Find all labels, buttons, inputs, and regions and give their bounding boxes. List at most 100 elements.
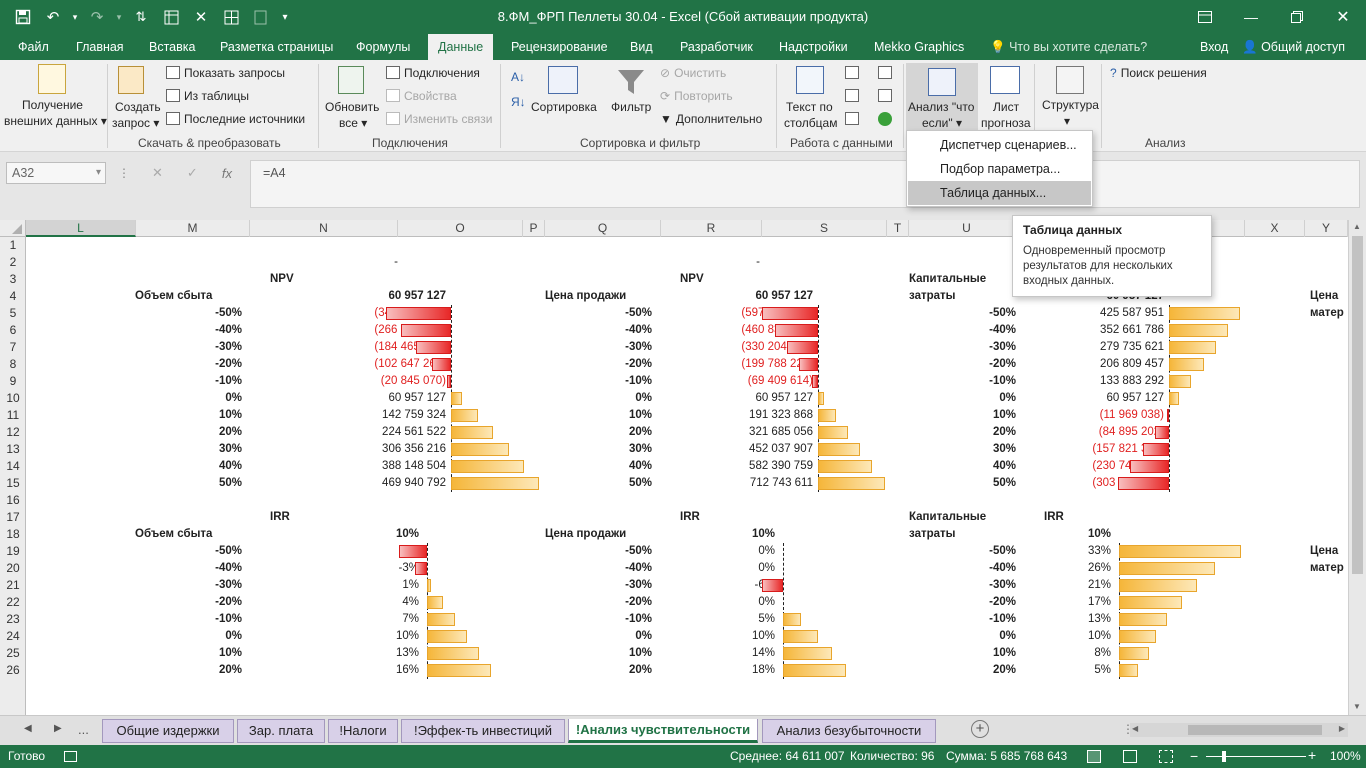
scroll-up-icon[interactable]: ▲	[1353, 222, 1361, 231]
sheet-tab-5[interactable]: Анализ безубыточности	[762, 719, 936, 743]
pct-label[interactable]: 50%	[628, 477, 652, 489]
variable-label[interactable]: Цена продажи	[545, 528, 627, 540]
npv-value[interactable]: 452 037 907	[749, 443, 813, 455]
undo-icon[interactable]: ↶	[46, 9, 60, 26]
npv-value[interactable]: 712 743 611	[749, 477, 813, 489]
irr-value[interactable]: 5%	[1094, 664, 1111, 676]
tab-10[interactable]: Mekko Graphics	[874, 40, 965, 54]
irr-title[interactable]: IRR	[680, 511, 700, 523]
row-header[interactable]: 8	[9, 357, 17, 371]
prev-sheet-icon[interactable]: ◀	[24, 723, 32, 734]
pct-label[interactable]: -10%	[989, 613, 1016, 625]
row-header[interactable]: 26	[6, 663, 20, 677]
pct-label[interactable]: 10%	[218, 647, 242, 659]
add-sheet-icon[interactable]: +	[971, 720, 989, 738]
variable-label[interactable]: Цена продажи	[545, 290, 627, 302]
row-header[interactable]: 7	[9, 340, 17, 354]
page-layout-view-icon[interactable]	[1123, 750, 1137, 763]
pct-label[interactable]: -10%	[625, 375, 652, 387]
row-header[interactable]: 15	[6, 476, 20, 490]
manage-data-model-icon[interactable]	[878, 112, 892, 126]
next-sheet-icon[interactable]: ▶	[54, 723, 62, 734]
save-icon[interactable]	[10, 5, 36, 29]
formula-input[interactable]: =A4	[250, 160, 1360, 208]
npv-value[interactable]: 133 883 292	[1100, 375, 1164, 387]
pct-label[interactable]: 20%	[628, 664, 652, 676]
tab-1[interactable]: Главная	[76, 40, 124, 54]
irr-value[interactable]: 13%	[395, 647, 419, 659]
pct-label[interactable]: -10%	[989, 375, 1016, 387]
npv-value[interactable]: (102 647 268)	[374, 358, 446, 370]
goal-seek-item[interactable]: Подбор параметра...	[940, 162, 1061, 176]
scenario-manager-item[interactable]: Диспетчер сценариев...	[940, 138, 1077, 152]
row-header[interactable]: 5	[9, 306, 17, 320]
npv-value[interactable]: 469 940 792	[382, 477, 446, 489]
pct-label[interactable]: 10%	[628, 647, 652, 659]
insert-function-icon[interactable]: fx	[221, 165, 232, 181]
column-header-p[interactable]: P	[523, 220, 545, 237]
npv-value[interactable]: 206 809 457	[1100, 358, 1164, 370]
irr-value[interactable]: 5%	[758, 613, 775, 625]
hscroll-thumb[interactable]	[1188, 725, 1322, 735]
pct-label[interactable]: -50%	[625, 307, 652, 319]
npv-value[interactable]: 142 759 324	[382, 409, 446, 421]
pct-label[interactable]: -40%	[625, 562, 652, 574]
show-queries-button[interactable]: Показать запросы	[166, 66, 285, 80]
irr-value[interactable]: 10%	[395, 630, 419, 642]
variable-label[interactable]: Капитальные	[909, 273, 987, 285]
variable-label[interactable]: Капитальные	[909, 511, 987, 523]
pct-label[interactable]: -30%	[625, 341, 652, 353]
pct-label[interactable]: 40%	[992, 460, 1016, 472]
dash-cell[interactable]: -	[394, 256, 398, 268]
pct-label[interactable]: 20%	[992, 664, 1016, 676]
irr-value[interactable]: 0%	[758, 596, 775, 608]
pct-label[interactable]: -30%	[215, 579, 242, 591]
doc-qat-icon[interactable]	[248, 5, 274, 29]
pct-label[interactable]: 20%	[628, 426, 652, 438]
pct-label[interactable]: 40%	[218, 460, 242, 472]
npv-title[interactable]: NPV	[270, 273, 294, 285]
ribbon-display-icon[interactable]	[1182, 0, 1228, 34]
sort-az-icon[interactable]: A↓	[511, 70, 526, 84]
pct-label[interactable]: -50%	[625, 545, 652, 557]
zoom-slider-thumb[interactable]	[1222, 751, 1226, 762]
macro-record-icon[interactable]	[64, 751, 77, 762]
npv-value[interactable]: 425 587 951	[1100, 307, 1164, 319]
page-break-view-icon[interactable]	[1159, 750, 1173, 763]
close-icon[interactable]: ✕	[1336, 9, 1350, 26]
solver-button[interactable]: ? Поиск решения	[1110, 66, 1207, 80]
irr-value[interactable]: -6%	[660, 577, 775, 594]
base-irr-value[interactable]: 10%	[1087, 528, 1111, 540]
sheet-tab-0[interactable]: Общие издержки	[102, 719, 234, 743]
pct-label[interactable]: -20%	[215, 358, 242, 370]
npv-title[interactable]: NPV	[680, 273, 704, 285]
advanced-filter-button[interactable]: ▼ Дополнительно	[660, 112, 763, 126]
irr-value[interactable]: 16%	[395, 664, 419, 676]
row-header[interactable]: 25	[6, 646, 20, 660]
tab-9[interactable]: Надстройки	[779, 40, 848, 54]
tab-4[interactable]: Формулы	[356, 40, 411, 54]
name-box-dropdown-icon[interactable]: ▾	[95, 167, 101, 178]
base-npv-value[interactable]: 60 957 127	[755, 290, 813, 302]
pct-label[interactable]: 0%	[999, 392, 1016, 404]
irr-value[interactable]: 18%	[751, 664, 775, 676]
pct-label[interactable]: -20%	[989, 358, 1016, 370]
sheet-tab-2[interactable]: !Налоги	[328, 719, 398, 743]
base-npv-value[interactable]: 60 957 127	[388, 290, 446, 302]
row-header[interactable]: 21	[6, 578, 20, 592]
tools-qat-icon[interactable]: ✕	[194, 9, 208, 26]
irr-value[interactable]: 10%	[751, 630, 775, 642]
sheet-tab-3[interactable]: !Эффек-ть инвестиций	[401, 719, 565, 743]
irr-value[interactable]: 17%	[1087, 596, 1111, 608]
irr-value[interactable]: 1%	[402, 579, 419, 591]
pct-label[interactable]: 40%	[628, 460, 652, 472]
name-box[interactable]: A32 ▾	[6, 162, 106, 184]
pct-label[interactable]: 0%	[225, 392, 242, 404]
npv-value[interactable]: (20 845 070)	[380, 375, 446, 387]
from-table-button[interactable]: Из таблицы	[166, 89, 249, 103]
cut-column-label-2[interactable]: матер	[1310, 562, 1344, 574]
clear-button[interactable]: ⊘ Очистить	[660, 66, 727, 80]
irr-value[interactable]: 0%	[758, 545, 775, 557]
pct-label[interactable]: -50%	[989, 307, 1016, 319]
npv-value[interactable]: 582 390 759	[749, 460, 813, 472]
